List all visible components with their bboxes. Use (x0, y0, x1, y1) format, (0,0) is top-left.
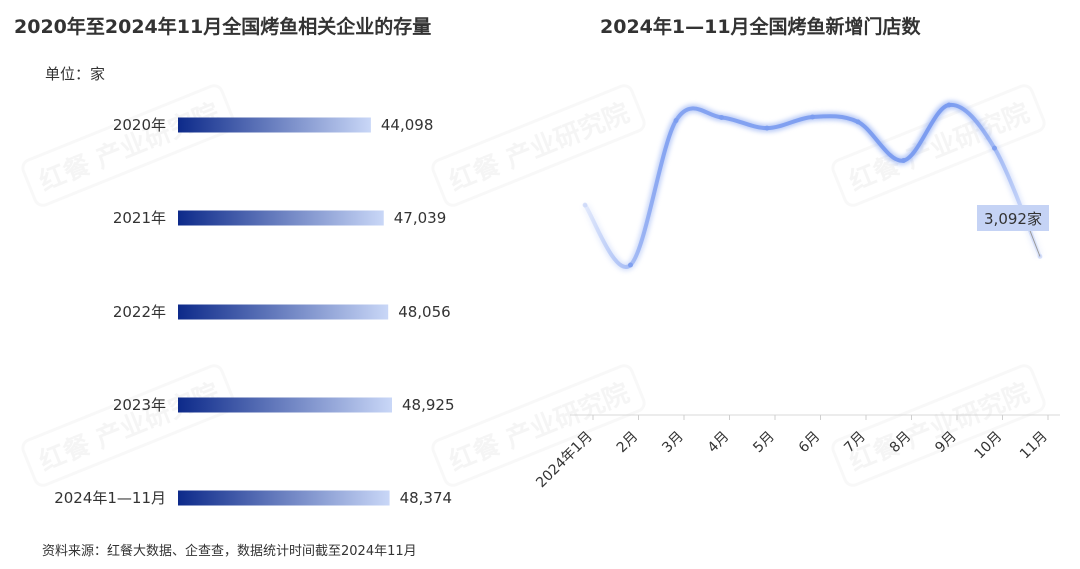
annotation-box (977, 205, 1049, 231)
data-point (901, 158, 906, 164)
x-tick-label: 2024年1月 (533, 429, 596, 492)
bar (178, 210, 384, 226)
bar-category-label: 2021年 (113, 209, 166, 227)
x-tick-label: 4月 (705, 429, 733, 457)
data-point (946, 102, 952, 108)
x-tick-label: 2月 (614, 429, 642, 457)
x-tick-label: 5月 (750, 429, 778, 457)
x-tick-label: 9月 (932, 429, 960, 457)
x-tick-label: 3月 (659, 429, 687, 457)
bar (178, 490, 390, 506)
bar-value-label: 47,039 (394, 209, 447, 227)
data-point (628, 262, 633, 268)
x-tick-label: 6月 (796, 429, 824, 457)
data-point (992, 145, 997, 151)
data-point (810, 114, 815, 120)
bar-category-label: 2023年 (113, 396, 166, 414)
bar-category-label: 2024年1—11月 (54, 489, 166, 507)
x-tick-label: 8月 (887, 429, 915, 457)
bar-category-label: 2022年 (113, 303, 166, 321)
bar (178, 117, 371, 133)
bar-value-label: 48,925 (402, 396, 455, 414)
bar (178, 304, 389, 320)
source-note: 资料来源：红餐大数据、企查查，数据统计时间截至2024年11月 (42, 544, 417, 559)
bar-value-label: 48,056 (398, 303, 451, 321)
x-tick-label: 11月 (1017, 429, 1051, 463)
x-tick-label: 10月 (972, 429, 1006, 463)
right-chart-title: 2024年1—11月全国烤鱼新增门店数 (600, 16, 921, 38)
unit-label: 单位：家 (45, 65, 106, 83)
series-line-glow (581, 100, 1044, 272)
data-point (764, 125, 770, 131)
data-point (855, 119, 861, 125)
left-chart-title: 2020年至2024年11月全国烤鱼相关企业的存量 (14, 16, 432, 38)
bar (178, 397, 392, 413)
bar-category-label: 2020年 (113, 116, 166, 134)
bar-value-label: 48,374 (400, 489, 453, 507)
data-point (673, 118, 679, 124)
x-tick-label: 7月 (841, 429, 869, 457)
bar-value-label: 44,098 (381, 116, 434, 134)
annotation-label: 3,092家 (984, 210, 1042, 228)
bar-chart: 2020年 44,098 2021年 47,039 2022年 48,056 2023年 48… (54, 116, 455, 507)
data-point (582, 202, 588, 208)
data-point (719, 114, 724, 120)
